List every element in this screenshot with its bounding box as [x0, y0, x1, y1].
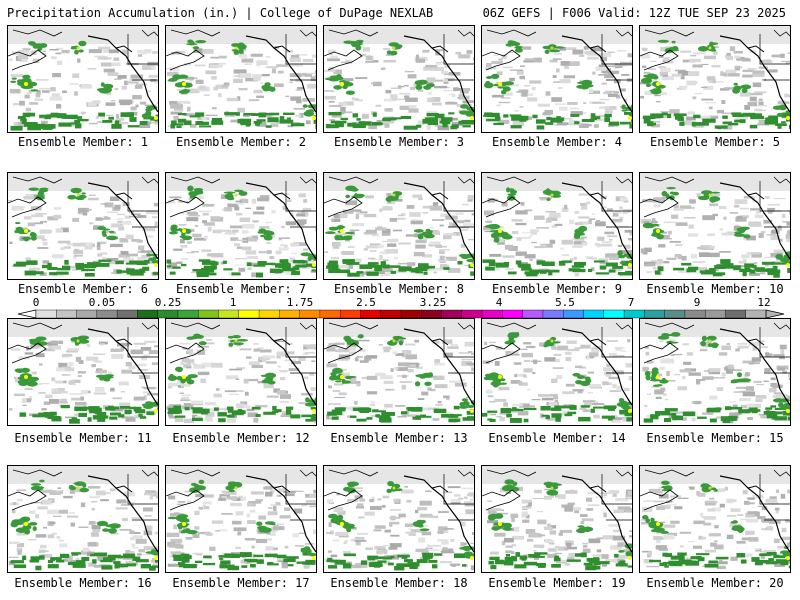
- ensemble-member-map: [323, 318, 475, 426]
- ensemble-member-label: Ensemble Member: 4: [491, 135, 623, 149]
- ensemble-member-map: [481, 318, 633, 426]
- colorbar-tick-label: 0: [32, 296, 40, 309]
- colorbar-tick-label: 12: [757, 296, 771, 309]
- ensemble-member-label: Ensemble Member: 9: [491, 282, 623, 296]
- ensemble-member-map: [323, 172, 475, 280]
- colorbar-tick-label: 7: [627, 296, 635, 309]
- ensemble-member-label: Ensemble Member: 16: [14, 576, 152, 590]
- ensemble-member-map: [323, 25, 475, 133]
- ensemble-member-map: [7, 465, 159, 573]
- ensemble-member-label: Ensemble Member: 5: [649, 135, 781, 149]
- ensemble-member-label: Ensemble Member: 12: [172, 431, 310, 445]
- ensemble-member-map: [481, 25, 633, 133]
- colorbar-tick-label: 1.75: [286, 296, 314, 309]
- ensemble-member-label: Ensemble Member: 19: [488, 576, 626, 590]
- ensemble-member-label: Ensemble Member: 3: [333, 135, 465, 149]
- ensemble-member-map: [481, 172, 633, 280]
- ensemble-member-map: [165, 25, 317, 133]
- colorbar-tick-label: 5.5: [555, 296, 575, 309]
- ensemble-member-label: Ensemble Member: 14: [488, 431, 626, 445]
- ensemble-member-map: [639, 25, 791, 133]
- ensemble-member-label: Ensemble Member: 6: [17, 282, 149, 296]
- ensemble-member-label: Ensemble Member: 11: [14, 431, 152, 445]
- ensemble-member-label: Ensemble Member: 8: [333, 282, 465, 296]
- ensemble-member-map: [165, 172, 317, 280]
- colorbar-tick-label: 1: [229, 296, 237, 309]
- colorbar-tick-label: 3.25: [419, 296, 447, 309]
- ensemble-member-map: [323, 465, 475, 573]
- ensemble-member-label: Ensemble Member: 2: [175, 135, 307, 149]
- model-run-info: 06Z GEFS | F006 Valid: 12Z TUE SEP 23 20…: [482, 6, 786, 20]
- colorbar-tick-label: 9: [693, 296, 701, 309]
- ensemble-member-label: Ensemble Member: 17: [172, 576, 310, 590]
- colorbar-tick-label: 0.25: [154, 296, 182, 309]
- ensemble-member-map: [639, 465, 791, 573]
- colorbar-tick-label: 0.05: [88, 296, 116, 309]
- colorbar-tick-label: 2.5: [356, 296, 376, 309]
- ensemble-member-label: Ensemble Member: 18: [330, 576, 468, 590]
- ensemble-member-label: Ensemble Member: 10: [646, 282, 784, 296]
- ensemble-member-map: [7, 25, 159, 133]
- ensemble-member-map: [165, 465, 317, 573]
- ensemble-member-map: [481, 465, 633, 573]
- ensemble-member-map: [7, 318, 159, 426]
- page-title: Precipitation Accumulation (in.) | Colle…: [7, 6, 434, 20]
- colorbar-tick-label: 4: [495, 296, 503, 309]
- ensemble-member-label: Ensemble Member: 13: [330, 431, 468, 445]
- ensemble-member-map: [639, 172, 791, 280]
- ensemble-member-label: Ensemble Member: 7: [175, 282, 307, 296]
- precipitation-colorbar: [17, 309, 785, 319]
- ensemble-member-label: Ensemble Member: 20: [646, 576, 784, 590]
- ensemble-member-map: [7, 172, 159, 280]
- ensemble-member-map: [165, 318, 317, 426]
- ensemble-member-label: Ensemble Member: 15: [646, 431, 784, 445]
- ensemble-member-map: [639, 318, 791, 426]
- ensemble-member-label: Ensemble Member: 1: [17, 135, 149, 149]
